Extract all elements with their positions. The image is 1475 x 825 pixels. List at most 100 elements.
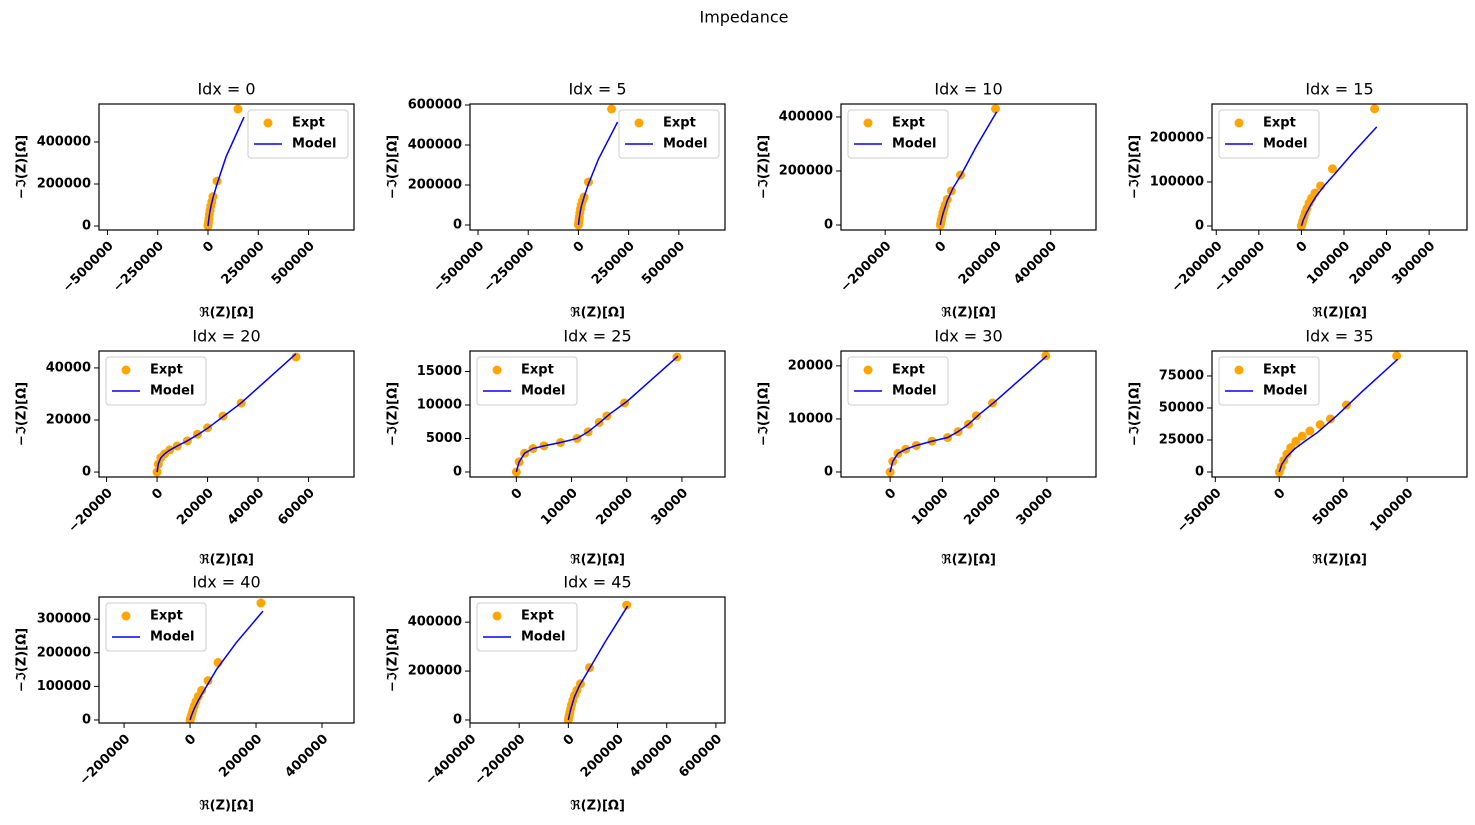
legend-marker: [492, 611, 502, 621]
y-axis-label: −ℑ(Z)[Ω]: [1128, 135, 1143, 199]
legend: Expt Model: [476, 602, 578, 652]
subplot-title: Idx = 5: [568, 80, 626, 99]
legend-label: Model: [150, 384, 194, 399]
y-tick-label: 200000: [408, 664, 462, 679]
legend-label: Expt: [1263, 363, 1296, 378]
x-axis-label: ℜ(Z)[Ω]: [199, 306, 254, 321]
data-point: [1315, 420, 1325, 430]
x-tick-label: 0: [509, 486, 526, 503]
x-tick-label: 0: [1272, 486, 1289, 503]
subplot-title: Idx = 25: [563, 327, 631, 346]
x-tick-label: −500000: [431, 239, 488, 296]
axes-frame: [469, 350, 726, 478]
x-tick-label: 20000: [961, 486, 1004, 529]
x-axis-label: ℜ(Z)[Ω]: [941, 306, 996, 321]
subplot-title: Idx = 15: [1305, 80, 1373, 99]
subplot: Idx = 0−500000−250000 0 250000 500000020000…: [15, 80, 355, 321]
plot-area: [1274, 351, 1402, 477]
subplot: Idx = 25 0 10000 20000 30000 0 5000 10000 15000 ℜ…: [386, 327, 726, 568]
x-tick-label: 40000: [225, 486, 268, 529]
data-point: [1370, 104, 1380, 114]
y-tick-label: 15000: [417, 364, 462, 379]
y-tick-label: 400000: [779, 109, 833, 124]
axes-frame: [98, 596, 355, 724]
plot-area: [511, 352, 682, 477]
y-tick-label: 0: [824, 465, 833, 480]
y-tick-label: 400000: [37, 135, 91, 150]
x-tick-label: −250000: [110, 239, 167, 296]
axes-frame: [1211, 350, 1468, 478]
data-point: [197, 685, 207, 695]
y-tick-label: 0: [453, 218, 462, 233]
data-point: [256, 598, 266, 608]
legend-label: Expt: [1263, 116, 1296, 131]
x-tick-label: 0: [149, 486, 166, 503]
legend-label: Model: [292, 137, 336, 152]
subplot: Idx = 45−400000−200000 0 200000 400000 60000…: [386, 573, 726, 814]
axes-frame: [469, 103, 726, 231]
x-tick-label: 100000: [1367, 486, 1416, 535]
axes-frame: [469, 596, 726, 724]
subplot-title: Idx = 30: [934, 327, 1002, 346]
model-line: [207, 116, 245, 227]
legend-box: [847, 356, 949, 406]
y-tick-label: 200000: [37, 645, 91, 660]
subplot-title: Idx = 40: [192, 573, 260, 592]
legend-marker: [634, 118, 644, 128]
y-tick-label: 200000: [408, 178, 462, 193]
plot-area: [203, 104, 245, 230]
subplot: Idx = 10−200000 0 200000 400000020000040000…: [757, 80, 1097, 321]
legend: Expt Model: [1218, 356, 1320, 406]
x-axis-label: ℜ(Z)[Ω]: [570, 553, 625, 568]
data-point: [1325, 414, 1335, 424]
x-tick-label: 250000: [589, 239, 638, 288]
x-tick-label: 200000: [956, 239, 1005, 288]
plot-area: [152, 352, 301, 477]
y-tick-label: 0: [1195, 219, 1204, 234]
y-axis-label: −ℑ(Z)[Ω]: [386, 135, 401, 199]
subplot: Idx = 35 −50000 0 50000 100000 0 25000 50000 750…: [1128, 327, 1468, 568]
legend-marker: [492, 365, 502, 375]
x-axis-label: ℜ(Z)[Ω]: [1312, 306, 1367, 321]
y-tick-label: 10000: [417, 397, 462, 412]
legend-box: [476, 602, 578, 652]
legend-label: Expt: [292, 116, 325, 131]
legend: Expt Model: [105, 602, 207, 652]
x-tick-label: 500000: [269, 239, 318, 288]
y-tick-label: 75000: [1159, 368, 1204, 383]
data-point: [971, 411, 981, 421]
plot-area: [1296, 104, 1380, 230]
x-axis-label: ℜ(Z)[Ω]: [570, 799, 625, 814]
x-tick-label: −20000: [66, 486, 116, 536]
legend-label: Model: [663, 137, 707, 152]
x-tick-label: 10000: [909, 486, 952, 529]
x-tick-label: 200000: [578, 732, 627, 781]
legend: Expt Model: [847, 356, 949, 406]
model-line: [1300, 126, 1378, 227]
subplot-title: Idx = 0: [197, 80, 255, 99]
y-tick-label: 5000: [426, 431, 462, 446]
x-tick-label: 30000: [1014, 486, 1057, 529]
legend-box: [247, 109, 349, 159]
data-point: [1327, 164, 1337, 174]
x-tick-label: 0: [933, 239, 950, 256]
legend-label: Expt: [150, 363, 183, 378]
x-tick-label: 10000: [538, 486, 581, 529]
y-tick-label: 0: [453, 712, 462, 727]
legend-marker: [121, 611, 131, 621]
x-tick-label: 600000: [676, 732, 725, 781]
legend: Expt Model: [247, 109, 349, 159]
subplot: Idx = 5−500000−250000 0 250000 500000020000…: [386, 80, 726, 321]
legend-label: Expt: [150, 609, 183, 624]
y-tick-label: 25000: [1159, 432, 1204, 447]
data-point: [1305, 426, 1315, 436]
legend-marker: [1234, 365, 1244, 375]
legend-box: [1218, 356, 1320, 406]
x-tick-label: 400000: [627, 732, 676, 781]
model-line: [1278, 358, 1399, 473]
x-tick-label: 60000: [275, 486, 318, 529]
x-tick-label: −250000: [481, 239, 538, 296]
legend-label: Model: [521, 384, 565, 399]
y-tick-label: 600000: [408, 98, 462, 113]
